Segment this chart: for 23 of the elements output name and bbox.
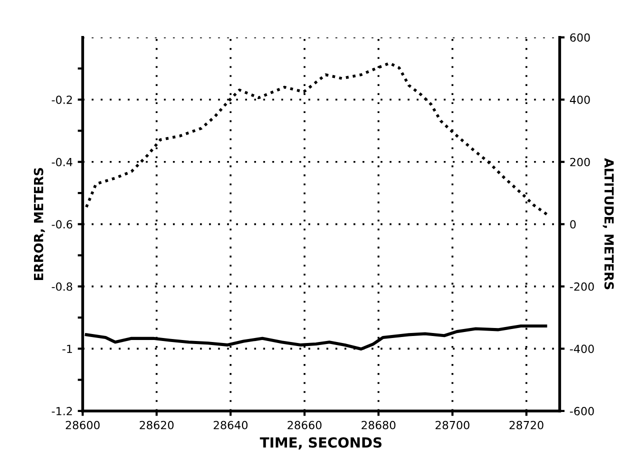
x-axis-title: TIME, SECONDS — [260, 437, 382, 450]
y-tick-label: -0.8 — [52, 282, 72, 291]
y2-tick-label: -200 — [570, 282, 594, 291]
y-tick-label: -1 — [62, 344, 72, 353]
y-tick-label: -1.2 — [52, 406, 72, 416]
y2-tick-label: 600 — [570, 33, 590, 42]
y-tick-label: -0.6 — [52, 220, 72, 229]
y-tick-label: -0.2 — [52, 96, 72, 104]
y2-tick-label: 200 — [570, 158, 590, 166]
y-axis-title: ERROR, METERS — [34, 168, 45, 280]
y2-tick-label: 400 — [570, 96, 590, 104]
x-tick-label: 28600 — [66, 420, 100, 430]
x-tick-label: 28680 — [362, 420, 396, 430]
y2-tick-label: -400 — [570, 344, 594, 354]
x-tick-label: 28720 — [510, 420, 544, 430]
y2-tick-label: -600 — [570, 406, 594, 416]
x-tick-label: 28660 — [288, 420, 322, 430]
y2-tick-label: 0 — [570, 220, 576, 229]
y2-axis-title: ALTITUDE, METERS — [602, 158, 614, 290]
x-tick-label: 28620 — [140, 420, 174, 430]
x-tick-label: 28700 — [436, 420, 470, 430]
x-tick-label: 28640 — [214, 420, 248, 430]
y-tick-label: -0.4 — [52, 158, 72, 166]
